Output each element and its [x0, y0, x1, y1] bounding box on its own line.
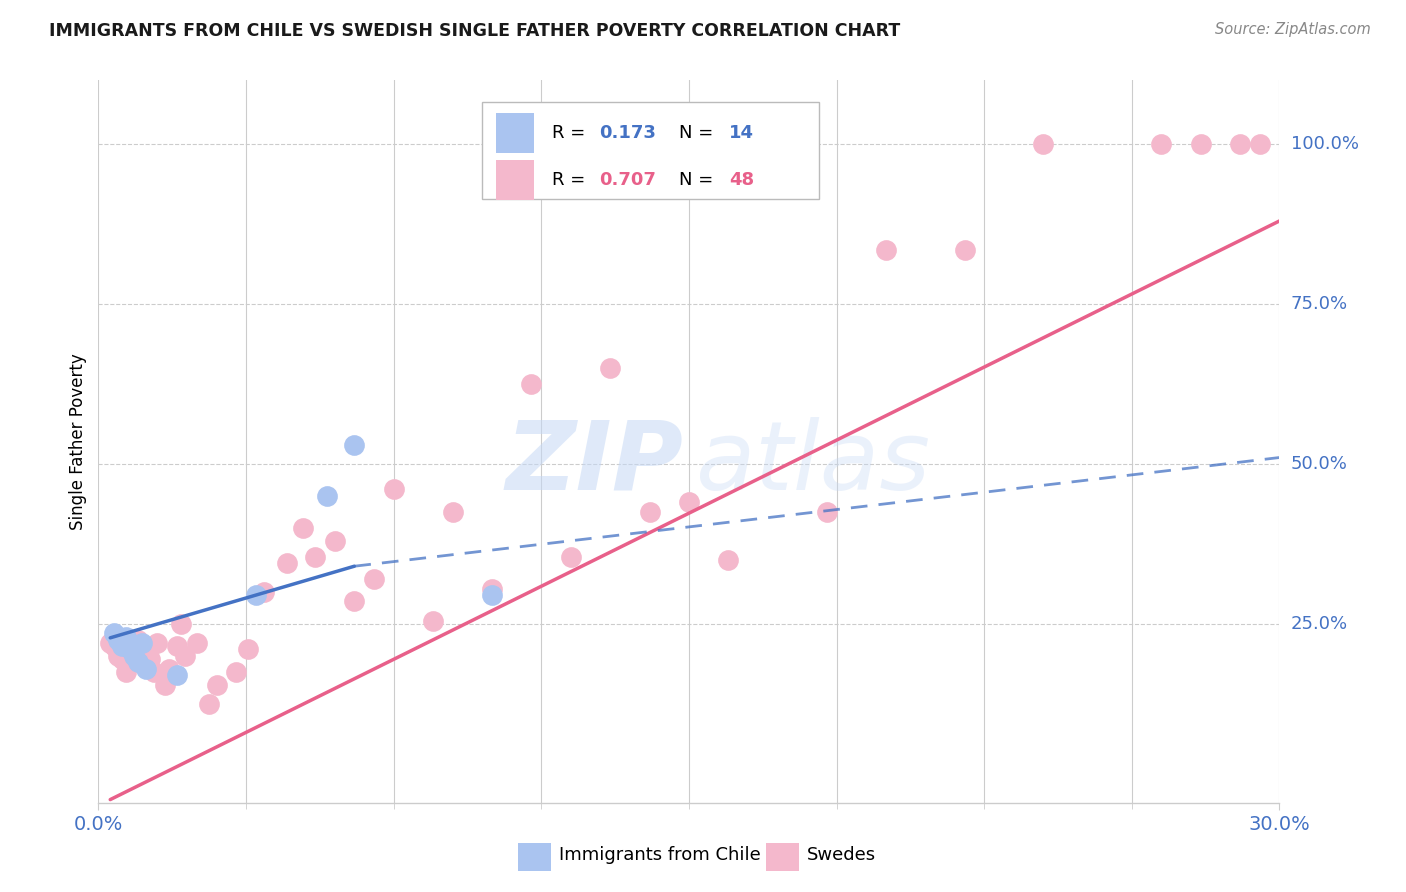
Point	[197, 697, 219, 711]
Point	[953, 243, 976, 257]
Text: atlas: atlas	[695, 417, 929, 509]
Point	[155, 677, 177, 691]
Point	[422, 614, 444, 628]
Point	[131, 636, 153, 650]
Point	[343, 594, 366, 608]
Point	[441, 505, 464, 519]
Point	[1150, 137, 1173, 152]
Point	[166, 668, 188, 682]
Text: Source: ZipAtlas.com: Source: ZipAtlas.com	[1215, 22, 1371, 37]
Point	[363, 572, 385, 586]
Text: Immigrants from Chile: Immigrants from Chile	[560, 846, 761, 863]
Point	[98, 636, 121, 650]
Point	[1032, 137, 1054, 152]
Point	[157, 661, 180, 675]
Text: 14: 14	[730, 124, 754, 142]
Point	[186, 636, 208, 650]
Point	[205, 677, 228, 691]
Y-axis label: Single Father Poverty: Single Father Poverty	[69, 353, 87, 530]
Text: IMMIGRANTS FROM CHILE VS SWEDISH SINGLE FATHER POVERTY CORRELATION CHART: IMMIGRANTS FROM CHILE VS SWEDISH SINGLE …	[49, 22, 900, 40]
Point	[135, 658, 157, 673]
Point	[146, 636, 169, 650]
Point	[323, 533, 346, 548]
Text: R =: R =	[553, 171, 591, 189]
Text: 0.707: 0.707	[599, 171, 657, 189]
Point	[142, 665, 165, 679]
Point	[118, 642, 141, 657]
Point	[236, 642, 259, 657]
Text: 75.0%: 75.0%	[1291, 295, 1348, 313]
Point	[174, 648, 197, 663]
Point	[131, 646, 153, 660]
Text: R =: R =	[553, 124, 591, 142]
Point	[127, 632, 149, 647]
Point	[115, 665, 138, 679]
Point	[815, 505, 838, 519]
Point	[111, 639, 134, 653]
Point	[382, 483, 405, 497]
Point	[111, 652, 134, 666]
Point	[245, 588, 267, 602]
Point	[253, 584, 276, 599]
Bar	[517, 843, 551, 871]
Point	[520, 376, 543, 391]
Point	[638, 505, 661, 519]
Point	[122, 652, 145, 666]
Text: 0.173: 0.173	[599, 124, 657, 142]
FancyBboxPatch shape	[482, 102, 818, 200]
Point	[560, 549, 582, 564]
Bar	[496, 161, 534, 200]
Point	[717, 553, 740, 567]
Text: 50.0%: 50.0%	[1291, 455, 1347, 473]
Point	[1189, 137, 1212, 152]
Bar	[766, 843, 799, 871]
Point	[304, 549, 326, 564]
Point	[599, 361, 621, 376]
Point	[122, 648, 145, 663]
Point	[115, 630, 138, 644]
Point	[343, 438, 366, 452]
Text: 100.0%: 100.0%	[1291, 136, 1358, 153]
Point	[481, 582, 503, 596]
Point	[678, 495, 700, 509]
Text: 25.0%: 25.0%	[1291, 615, 1348, 632]
Point	[138, 652, 160, 666]
Point	[103, 639, 125, 653]
Point	[107, 648, 129, 663]
Text: Swedes: Swedes	[807, 846, 876, 863]
Bar	[496, 113, 534, 153]
Point	[107, 632, 129, 647]
Point	[292, 521, 315, 535]
Point	[118, 642, 141, 657]
Point	[315, 489, 337, 503]
Point	[135, 661, 157, 675]
Point	[166, 639, 188, 653]
Text: ZIP: ZIP	[505, 417, 683, 509]
Point	[1229, 137, 1251, 152]
Point	[225, 665, 247, 679]
Point	[127, 655, 149, 669]
Text: N =: N =	[679, 124, 720, 142]
Text: 48: 48	[730, 171, 754, 189]
Text: N =: N =	[679, 171, 720, 189]
Point	[170, 616, 193, 631]
Point	[1249, 137, 1271, 152]
Point	[875, 243, 897, 257]
Point	[276, 556, 298, 570]
Point	[103, 626, 125, 640]
Point	[481, 588, 503, 602]
